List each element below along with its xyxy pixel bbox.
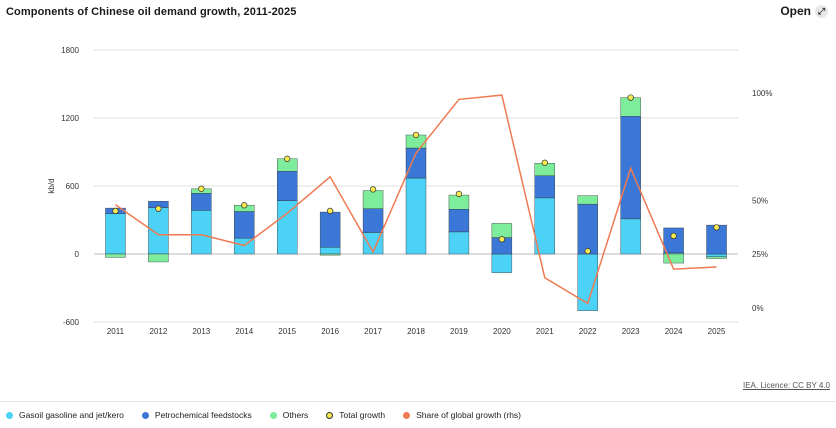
legend-label-gasoil: Gasoil gasoline and jet/kero: [19, 410, 124, 420]
legend-swatch-gasoil: [6, 411, 13, 419]
total-growth-marker: [584, 248, 591, 255]
bar-gasoil: [448, 231, 470, 255]
bar-gasoil: [706, 253, 727, 258]
total-growth-marker: [412, 131, 420, 139]
x-tick-label: 2024: [665, 327, 683, 336]
bar-gasoil: [405, 177, 427, 255]
bar-petchem: [534, 175, 555, 199]
y-tick-label: 1800: [61, 46, 79, 55]
legend-item-share[interactable]: Share of global growth (rhs): [403, 410, 521, 420]
bar-petchem: [663, 227, 684, 254]
bar-others: [362, 190, 384, 209]
y-tick-label: 1200: [61, 114, 79, 123]
bar-gasoil: [105, 213, 126, 255]
bar-gasoil: [277, 200, 298, 255]
bar-others: [577, 195, 598, 205]
legend-label-petchem: Petrochemical feedstocks: [154, 410, 252, 420]
total-growth-marker: [155, 205, 162, 212]
bar-others: [663, 253, 684, 264]
y2-tick-label: 50%: [752, 196, 768, 205]
bar-petchem: [191, 193, 212, 211]
bar-others: [491, 223, 513, 238]
x-tick-label: 2020: [493, 327, 511, 336]
footer-divider: [0, 401, 836, 402]
licence-link[interactable]: IEA. Licence: CC BY 4.0: [742, 381, 830, 390]
legend-item-others[interactable]: Others: [269, 410, 309, 420]
y2-tick-label: 100%: [752, 89, 772, 98]
bar-gasoil: [191, 210, 212, 255]
legend-item-total[interactable]: Total growth: [326, 410, 385, 420]
bar-petchem: [448, 209, 470, 233]
x-tick-label: 2025: [708, 327, 726, 336]
total-growth-marker: [627, 94, 634, 101]
y2-tick-label: 0%: [752, 304, 764, 313]
total-growth-marker: [541, 159, 548, 166]
legend-swatch-total: [326, 411, 334, 419]
legend-swatch-petchem: [141, 411, 149, 419]
total-growth-marker: [670, 232, 677, 240]
bar-petchem: [362, 208, 384, 233]
total-growth-marker: [241, 202, 248, 209]
bar-petchem: [319, 211, 341, 248]
bar-petchem: [577, 203, 598, 255]
total-growth-marker: [498, 236, 506, 243]
expand-icon: ⤢: [815, 4, 828, 18]
y-tick-label: 0: [75, 250, 80, 259]
chart-title: Components of Chinese oil demand growth,…: [6, 6, 297, 18]
bar-others: [319, 253, 341, 256]
x-tick-label: 2023: [622, 327, 640, 336]
total-growth-marker: [369, 186, 377, 193]
legend-label-total: Total growth: [339, 410, 386, 420]
x-tick-label: 2011: [107, 327, 125, 336]
y2-tick-label: 25%: [752, 250, 768, 259]
legend-label-others: Others: [282, 410, 309, 420]
x-tick-label: 2014: [235, 327, 253, 336]
x-tick-label: 2022: [579, 327, 597, 336]
x-tick-label: 2021: [536, 327, 554, 336]
total-growth-marker: [326, 207, 334, 215]
total-growth-marker: [112, 207, 119, 215]
legend-swatch-others: [269, 411, 277, 419]
total-growth-marker: [284, 155, 291, 162]
bar-petchem: [277, 171, 298, 201]
legend-swatch-share: [403, 411, 411, 419]
share-line: [115, 94, 717, 305]
bar-gasoil: [620, 218, 641, 255]
y-tick-label: 600: [66, 182, 80, 191]
bar-gasoil: [319, 246, 341, 255]
bar-gasoil: [491, 253, 513, 273]
total-growth-marker: [455, 190, 463, 198]
bar-others: [148, 253, 169, 263]
total-growth-marker: [198, 185, 205, 192]
y-axis-label: kb/d: [47, 178, 56, 193]
legend: Gasoil gasoline and jet/kero Petrochemic…: [6, 410, 521, 420]
x-tick-label: 2012: [150, 327, 168, 336]
x-tick-label: 2019: [450, 327, 468, 336]
bar-others: [706, 256, 727, 259]
y-tick-label: -600: [63, 318, 80, 327]
legend-item-gasoil[interactable]: Gasoil gasoline and jet/kero: [6, 410, 124, 420]
x-tick-label: 2016: [321, 327, 339, 336]
x-tick-label: 2017: [364, 327, 382, 336]
open-label: Open: [780, 4, 811, 18]
open-button[interactable]: Open ⤢: [780, 4, 828, 18]
bar-others: [448, 194, 470, 210]
bar-petchem: [234, 211, 255, 239]
x-tick-label: 2018: [407, 327, 425, 336]
legend-label-share: Share of global growth (rhs): [416, 410, 522, 420]
bar-others: [105, 253, 126, 258]
legend-item-petchem[interactable]: Petrochemical feedstocks: [141, 410, 252, 420]
chart-area: -600 0 600 1200 1800 0% 25% 50% 100% kb/d 2011 2012…: [47, 46, 772, 336]
total-growth-marker: [713, 224, 720, 231]
x-tick-label: 2013: [192, 327, 210, 336]
x-tick-label: 2015: [278, 327, 296, 336]
